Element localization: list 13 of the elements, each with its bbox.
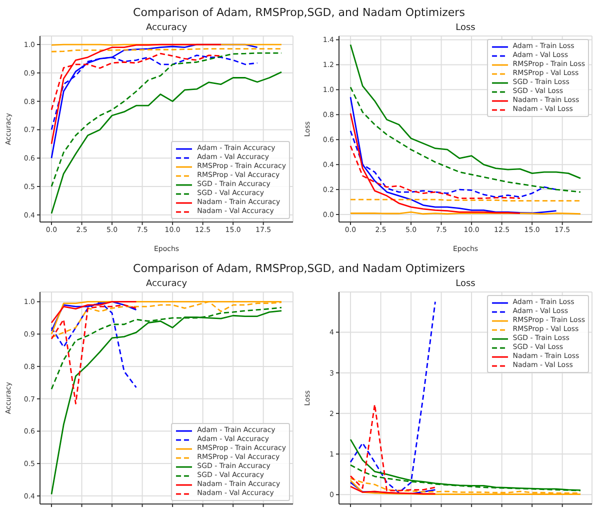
chart-subtitle: Comparison of Adam, RMSProp,SGD, and Nadam Optimizers (132, 6, 466, 19)
chart-subtitle: Comparison of Adam, RMSProp,SGD, and Nadam Optimizers (132, 262, 466, 275)
chart-title: Accuracy (144, 23, 188, 33)
line-series (50, 44, 222, 145)
line-series (350, 112, 521, 214)
chart-title: Accuracy (144, 279, 188, 289)
line-series (50, 301, 137, 388)
chart-title: Loss (454, 23, 476, 33)
chart-title: Loss (454, 279, 476, 289)
line-series (350, 86, 582, 193)
line-series (350, 301, 436, 494)
line-series (50, 304, 137, 404)
line-series (350, 404, 436, 492)
